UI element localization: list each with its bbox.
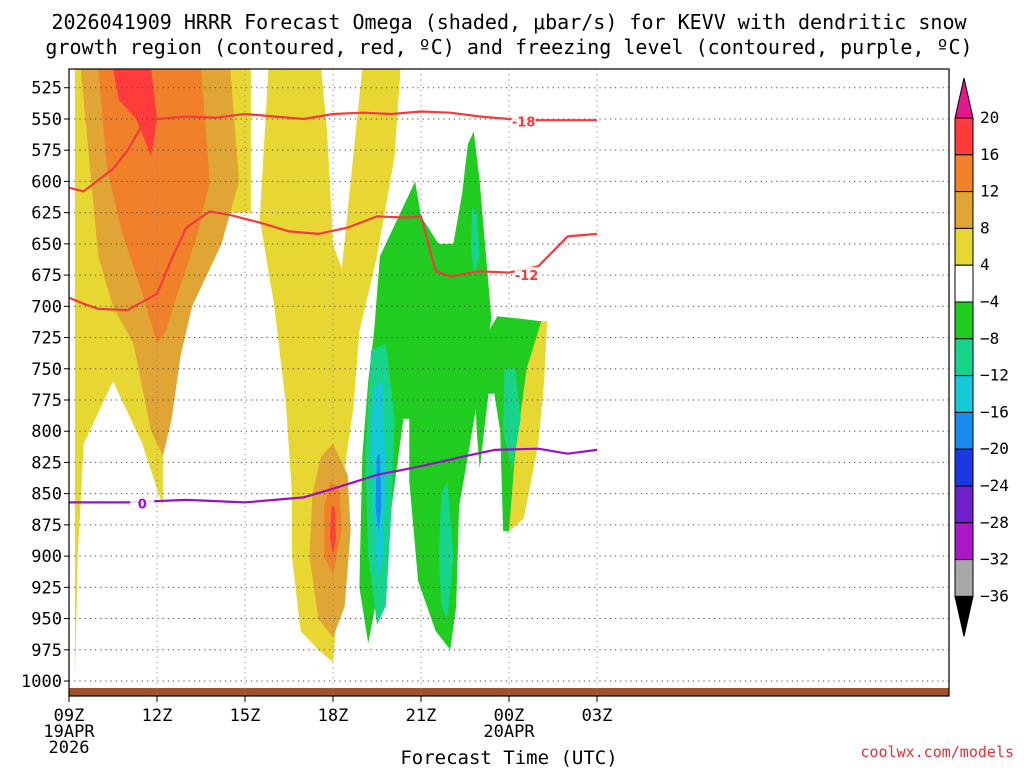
x-tick-label-12Z: 12Z — [142, 706, 173, 726]
colorbar-band-8 — [954, 411, 974, 450]
ground-strip — [69, 688, 949, 696]
y-tick-label-750: 750 — [31, 360, 62, 380]
y-tick-label-875: 875 — [31, 516, 62, 536]
y-tick-label-925: 925 — [31, 578, 62, 598]
contour-label-bg-dgz-upper — [511, 113, 536, 129]
x-tick-label-15Z: 15Z — [230, 706, 261, 726]
ground-layer — [69, 688, 949, 696]
contour-label-bg-dgz-lower — [514, 267, 539, 283]
colorbar-level-4: 4 — [980, 255, 990, 274]
x-tick-label-18Z: 18Z — [318, 706, 349, 726]
x-tick-label-00Z: 00Z — [494, 706, 525, 726]
omega-region-green-west — [359, 131, 492, 650]
y-tick-label-600: 600 — [31, 172, 62, 192]
contour-label-dgz-upper: -18 — [512, 115, 536, 130]
colorbar-top-arrow — [954, 77, 974, 119]
chart-title-line-2: growth region (contoured, red, ºC) and f… — [45, 35, 972, 59]
colorbar-band-7 — [954, 375, 974, 413]
omega-region-red-core — [113, 69, 157, 157]
colorbar-level-1: 16 — [980, 145, 999, 164]
y-tick-label-525: 525 — [31, 79, 62, 99]
x-axis-label: Forecast Time (UTC) — [400, 747, 617, 768]
y-tick-label-975: 975 — [31, 641, 62, 661]
contour-label-dgz-lower: -12 — [515, 269, 539, 284]
colorbar-band-0 — [954, 117, 974, 156]
y-tick-label-850: 850 — [31, 485, 62, 505]
colorbar-level-11: −28 — [980, 513, 1009, 532]
colorbar-level-10: −24 — [980, 476, 1009, 495]
colorbar: 20 16 12 8 4 −4 −8 −12 −16 −20 −24 −28 −32 −36 — [954, 77, 1009, 637]
colorbar-level-13: −36 — [980, 586, 1009, 605]
omega-region-yellow-mid — [259, 69, 401, 663]
colorbar-band-10 — [954, 485, 974, 524]
y-tick-label-775: 775 — [31, 391, 62, 411]
y-axis: 525 550 575 600 625 650 675 700 725 750 775 800 825 8… — [21, 79, 69, 692]
colorbar-level-2: 12 — [980, 182, 999, 201]
colorbar-level-3: 8 — [980, 218, 990, 237]
colorbar-band-4 — [954, 264, 974, 303]
x-tick-year-09Z: 2026 — [49, 738, 90, 758]
contour-dgz-lower — [68, 210, 598, 312]
colorbar-band-3 — [954, 227, 974, 266]
contour-label-bg-freezing-level — [130, 495, 155, 511]
omega-region-teal-east — [503, 368, 521, 469]
colorbar-level-0: 20 — [980, 108, 999, 127]
colorbar-band-5 — [954, 301, 974, 340]
x-tick-label-21Z: 21Z — [406, 706, 437, 726]
y-tick-label-950: 950 — [31, 610, 62, 630]
colorbar-band-12 — [954, 559, 974, 597]
credit-text: coolwx.com/models — [860, 743, 1014, 761]
omega-region-red-core-south — [330, 506, 336, 557]
y-tick-label-900: 900 — [31, 547, 62, 567]
colorbar-bottom-arrow — [954, 595, 974, 637]
y-tick-label-825: 825 — [31, 453, 62, 473]
contour-label-freezing-level: 0 — [138, 498, 147, 513]
omega-region-teal-ridge — [470, 206, 480, 276]
colorbar-level-6: −8 — [980, 329, 999, 348]
y-tick-label-575: 575 — [31, 141, 62, 161]
chart-title-line-1: 2026041909 HRRR Forecast Omega (shaded, … — [51, 10, 967, 34]
contour-dgz-upper — [68, 110, 597, 193]
colorbar-level-7: −12 — [980, 366, 1009, 385]
omega-shading-layer — [74, 69, 548, 681]
contour-layer: -18 -12 0 — [68, 110, 598, 513]
colorbar-band-2 — [954, 191, 974, 229]
colorbar-level-9: −20 — [980, 439, 1009, 458]
y-tick-label-725: 725 — [31, 329, 62, 349]
colorbar-band-6 — [954, 338, 974, 377]
y-tick-label-800: 800 — [31, 422, 62, 442]
x-tick-date-00Z: 20APR — [483, 722, 535, 742]
y-tick-label-625: 625 — [31, 204, 62, 224]
x-tick-date-09Z: 19APR — [43, 722, 95, 742]
x-tick-label-03Z: 03Z — [582, 706, 613, 726]
plot-area: -18 -12 0 — [68, 68, 950, 697]
colorbar-level-8: −16 — [980, 402, 1009, 421]
y-tick-label-700: 700 — [31, 297, 62, 317]
omega-region-blue-core — [375, 453, 382, 532]
colorbar-band-11 — [954, 522, 974, 561]
y-tick-label-1000: 1000 — [21, 672, 62, 692]
colorbar-band-1 — [954, 154, 974, 193]
y-tick-label-650: 650 — [31, 235, 62, 255]
omega-region-orange — [98, 69, 210, 344]
omega-region-teal-mid — [438, 481, 454, 619]
colorbar-level-12: −32 — [980, 550, 1009, 569]
contour-freezing-level — [69, 447, 598, 504]
colorbar-band-9 — [954, 448, 974, 487]
y-tick-label-550: 550 — [31, 110, 62, 130]
y-tick-label-675: 675 — [31, 266, 62, 286]
colorbar-level-5: −4 — [980, 292, 999, 311]
x-tick-label-09Z: 09Z — [54, 706, 85, 726]
